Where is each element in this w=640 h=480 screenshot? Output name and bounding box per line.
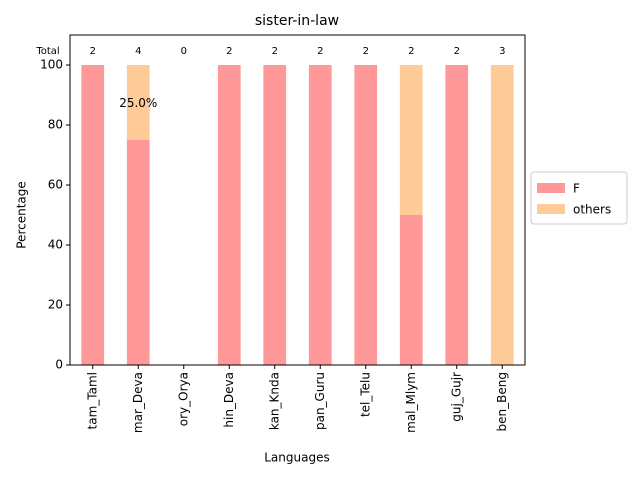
bar-segment xyxy=(217,65,241,365)
x-tick-label: ben_Beng xyxy=(495,372,509,431)
x-tick-label: guj_Gujr xyxy=(449,372,463,422)
bar-segment xyxy=(81,65,105,365)
x-tick-label: tam_Taml xyxy=(85,372,99,429)
bar-segment xyxy=(126,140,150,365)
chart-title: sister-in-law xyxy=(255,13,339,29)
y-tick-label: 100 xyxy=(40,58,63,72)
legend-label: others xyxy=(573,203,611,217)
legend-swatch xyxy=(537,204,565,214)
total-header: Total xyxy=(35,46,59,57)
plot-frame xyxy=(69,34,526,366)
bar-segment xyxy=(399,215,423,365)
x-tick-label: mar_Deva xyxy=(131,372,145,433)
x-tick-label: mal_Mlym xyxy=(404,372,418,433)
legend-swatch xyxy=(537,183,565,193)
legend-label: F xyxy=(573,182,580,196)
total-label: 2 xyxy=(454,46,460,57)
y-tick-label: 80 xyxy=(48,118,63,132)
x-tick-label: tel_Telu xyxy=(358,372,372,417)
total-label: 0 xyxy=(181,46,187,57)
bar-segment xyxy=(490,65,514,365)
bar-segment xyxy=(445,65,469,365)
bar-segment xyxy=(126,65,150,140)
y-tick-label: 60 xyxy=(48,178,63,192)
total-label: 2 xyxy=(272,46,278,57)
y-axis-label: Percentage xyxy=(15,181,29,249)
total-label: 2 xyxy=(317,46,323,57)
bar-segment xyxy=(399,65,423,215)
total-label: 2 xyxy=(408,46,414,57)
total-label: 2 xyxy=(90,46,96,57)
x-tick-label: kan_Knda xyxy=(267,372,281,430)
total-label: 3 xyxy=(499,46,505,57)
bar-segment xyxy=(308,65,332,365)
x-axis-label: Languages xyxy=(264,451,329,465)
total-label: 4 xyxy=(135,46,141,57)
total-label: 2 xyxy=(363,46,369,57)
y-tick-label: 0 xyxy=(55,358,63,372)
value-label: 25.0% xyxy=(119,96,157,110)
x-tick-label: hin_Deva xyxy=(222,372,236,428)
x-tick-label: ory_Orya xyxy=(176,372,190,426)
total-label: 2 xyxy=(226,46,232,57)
bar-segment xyxy=(354,65,378,365)
bar-segment xyxy=(263,65,287,365)
y-tick-label: 40 xyxy=(48,238,63,252)
y-tick-label: 20 xyxy=(48,298,63,312)
x-tick-label: pan_Guru xyxy=(313,372,327,430)
